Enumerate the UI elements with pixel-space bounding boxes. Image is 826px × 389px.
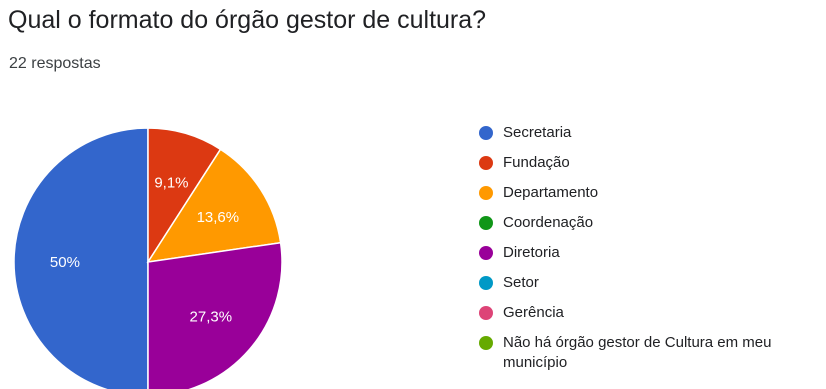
slice-label: 50% — [50, 254, 80, 271]
legend-swatch — [479, 186, 493, 200]
slice-label: 13,6% — [197, 209, 240, 226]
legend-label: Fundação — [503, 154, 570, 171]
legend-label: Gerência — [503, 304, 564, 321]
legend-item-gerencia[interactable]: Gerência — [479, 303, 824, 333]
legend-label: Diretoria — [503, 244, 560, 261]
legend-swatch — [479, 126, 493, 140]
legend-item-nao-ha-orgao[interactable]: Não há órgão gestor de Cultura em meu mu… — [479, 333, 824, 381]
legend-swatch — [479, 216, 493, 230]
legend-label: Não há órgão gestor de Cultura em meu mu… — [503, 334, 772, 371]
pie-slice-secretaria[interactable] — [13, 127, 149, 389]
pie-slice-departamento[interactable] — [146, 148, 282, 263]
legend-swatch — [479, 276, 493, 290]
legend-item-departamento[interactable]: Departamento — [479, 183, 824, 213]
chart-title: Qual o formato do órgão gestor de cultur… — [8, 6, 487, 34]
legend-label: Secretaria — [503, 124, 572, 141]
slice-label: 9,1% — [154, 174, 188, 191]
legend-swatch — [479, 306, 493, 320]
legend-swatch — [479, 156, 493, 170]
pie-slice-diretoria[interactable] — [147, 241, 283, 389]
legend-label: Setor — [503, 274, 539, 291]
response-count: 22 respostas — [9, 55, 101, 72]
legend-swatch — [479, 246, 493, 260]
legend-label: Coordenação — [503, 214, 594, 231]
slice-label: 27,3% — [190, 308, 233, 325]
chart-legend: Secretaria Fundação Departamento Coorden… — [479, 123, 824, 381]
legend-item-fundacao[interactable]: Fundação — [479, 153, 824, 183]
legend-item-setor[interactable]: Setor — [479, 273, 824, 303]
legend-label: Departamento — [503, 184, 599, 201]
legend-item-coordenacao[interactable]: Coordenação — [479, 213, 824, 243]
legend-item-diretoria[interactable]: Diretoria — [479, 243, 824, 273]
legend-swatch — [479, 336, 493, 350]
legend-item-secretaria[interactable]: Secretaria — [479, 123, 824, 153]
